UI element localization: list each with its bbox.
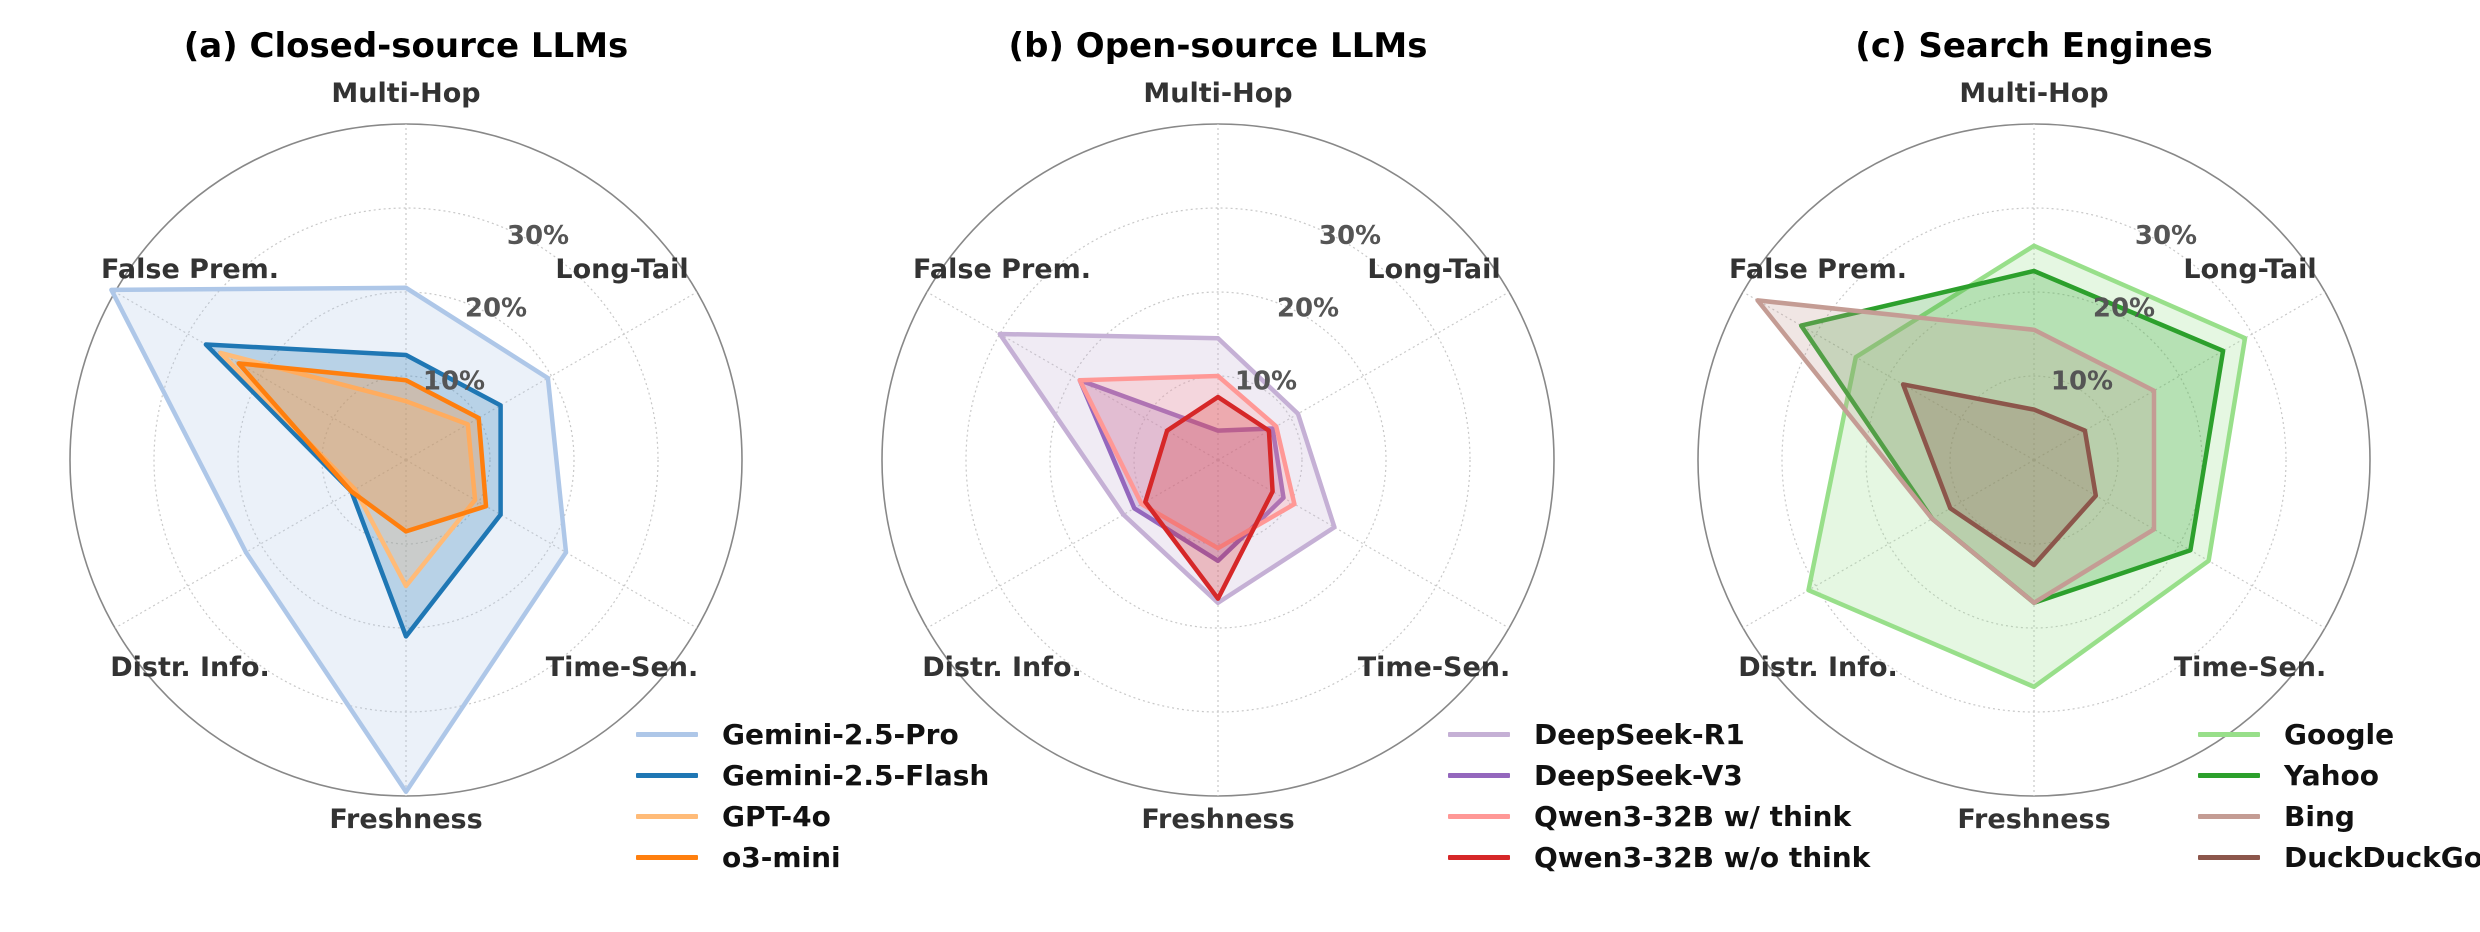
radar-series-duckduckgo xyxy=(1900,382,2099,568)
radar-axis-label: Distr. Info. xyxy=(110,652,270,683)
legend-item: Qwen3-32B w/ think xyxy=(1448,796,1870,837)
radar-axis-label: Time-Sen. xyxy=(1358,652,1511,683)
radar-axis-label: Freshness xyxy=(329,804,482,835)
radar-axis-label: Multi-Hop xyxy=(1959,78,2108,109)
radar-spoke xyxy=(1742,291,2035,461)
legend-item: DeepSeek-V3 xyxy=(1448,755,1870,796)
radar-ring-label: 30% xyxy=(1319,221,1381,251)
radar-grid-ring xyxy=(1949,375,2119,545)
radar-spoke xyxy=(405,291,698,461)
radar-spoke xyxy=(1217,459,1510,629)
radar-ring-label: 10% xyxy=(2051,366,2113,396)
legend-label: DeepSeek-R1 xyxy=(1534,718,1745,751)
radar-axis-label: Freshness xyxy=(1141,804,1294,835)
legend-swatch xyxy=(1448,814,1510,819)
radar-grid-ring xyxy=(237,291,575,629)
radar-panel: 10% 20% 30% Multi-Hop Long-Tail Time-Sen. Fres… xyxy=(881,78,1555,835)
legend-item: DuckDuckGo xyxy=(2198,837,2480,878)
panel-title-c: (c) Search Engines xyxy=(1855,26,2213,66)
legend-swatch xyxy=(2198,732,2260,737)
legend-swatch xyxy=(1448,855,1510,860)
radar-series-o3-mini xyxy=(236,361,489,534)
legend-label: Yahoo xyxy=(2284,759,2380,792)
legend-item: DeepSeek-R1 xyxy=(1448,714,1870,755)
radar-spoke xyxy=(1217,291,1510,461)
legend-swatch xyxy=(636,814,698,819)
radar-series-bing xyxy=(1755,298,2157,606)
radar-axis-label: Long-Tail xyxy=(1367,254,1500,285)
radar-axis-label: Time-Sen. xyxy=(546,652,699,683)
legend-label: Google xyxy=(2284,718,2395,751)
radar-ring-label: 20% xyxy=(1277,294,1339,324)
legend-item: Qwen3-32B w/o think xyxy=(1448,837,1870,878)
radar-grid-ring xyxy=(321,375,491,545)
legend-label: Qwen3-32B w/ think xyxy=(1534,800,1852,833)
radar-axis-label: Distr. Info. xyxy=(1738,652,1898,683)
radar-ring-label: 30% xyxy=(507,221,569,251)
radar-series-gemini-2-5-pro xyxy=(109,285,569,795)
radar-axis-label: Long-Tail xyxy=(555,254,688,285)
radar-axis-label: False Prem. xyxy=(101,254,279,285)
radar-axis-label: Freshness xyxy=(1957,804,2110,835)
radar-panel: 10% 20% 30% Multi-Hop Long-Tail Time-Sen. Fres… xyxy=(1697,78,2371,835)
legend-search-engines: Google Yahoo Bing DuckDuckGo xyxy=(2198,714,2480,878)
legend-label: o3-mini xyxy=(722,841,841,874)
legend-open-source: DeepSeek-R1 DeepSeek-V3 Qwen3-32B w/ thi… xyxy=(1448,714,1870,878)
radar-ring-label: 20% xyxy=(2093,294,2155,324)
legend-item: Google xyxy=(2198,714,2480,755)
legend-label: Bing xyxy=(2284,800,2355,833)
radar-ring-label: 10% xyxy=(1235,366,1297,396)
radar-spoke xyxy=(2033,459,2326,629)
legend-label: Qwen3-32B w/o think xyxy=(1534,841,1871,874)
legend-item: Gemini-2.5-Flash xyxy=(636,755,989,796)
legend-closed-source: Gemini-2.5-Pro Gemini-2.5-Flash GPT-4o o… xyxy=(636,714,989,878)
legend-swatch xyxy=(2198,773,2260,778)
legend-swatch xyxy=(2198,814,2260,819)
legend-label: GPT-4o xyxy=(722,800,831,833)
radar-series-qwen3-32b-w-think xyxy=(1077,373,1297,551)
panel-title-b: (b) Open-source LLMs xyxy=(1008,26,1428,66)
radar-axis-label: Multi-Hop xyxy=(331,78,480,109)
radar-spoke xyxy=(405,459,698,629)
radar-axis-label: Time-Sen. xyxy=(2174,652,2327,683)
legend-label: Gemini-2.5-Pro xyxy=(722,718,959,751)
legend-swatch xyxy=(2198,855,2260,860)
legend-item: o3-mini xyxy=(636,837,989,878)
radar-ring-label: 10% xyxy=(423,366,485,396)
panel-title-a: (a) Closed-source LLMs xyxy=(183,26,629,66)
legend-item: Bing xyxy=(2198,796,2480,837)
legend-item: GPT-4o xyxy=(636,796,989,837)
radar-axis-label: Distr. Info. xyxy=(922,652,1082,683)
radar-panel: 10% 20% 30% Multi-Hop Long-Tail Time-Sen. Fres… xyxy=(69,78,743,835)
radar-series-google xyxy=(1806,243,2248,690)
legend-label: DuckDuckGo xyxy=(2284,841,2480,874)
radar-axis-label: Long-Tail xyxy=(2183,254,2316,285)
radar-axis-label: False Prem. xyxy=(913,254,1091,285)
radar-spoke xyxy=(926,291,1219,461)
radar-series-qwen3-32b-w-o-think xyxy=(1143,394,1275,601)
radar-spoke xyxy=(114,291,407,461)
radar-spoke xyxy=(1742,459,2035,629)
radar-spoke xyxy=(926,459,1219,629)
radar-ring-label: 30% xyxy=(2135,221,2197,251)
radar-grid-ring xyxy=(1865,291,2203,629)
legend-swatch xyxy=(1448,732,1510,737)
radar-axis-label: Multi-Hop xyxy=(1143,78,1292,109)
radar-ring-label: 20% xyxy=(465,294,527,324)
legend-swatch xyxy=(1448,773,1510,778)
legend-swatch xyxy=(636,732,698,737)
radar-grid-ring xyxy=(1049,291,1387,629)
legend-item: Gemini-2.5-Pro xyxy=(636,714,989,755)
legend-item: Yahoo xyxy=(2198,755,2480,796)
radar-spoke xyxy=(114,459,407,629)
legend-label: DeepSeek-V3 xyxy=(1534,759,1743,792)
radar-axis-label: False Prem. xyxy=(1729,254,1907,285)
legend-label: Gemini-2.5-Flash xyxy=(722,759,990,792)
legend-swatch xyxy=(636,773,698,778)
legend-swatch xyxy=(636,855,698,860)
